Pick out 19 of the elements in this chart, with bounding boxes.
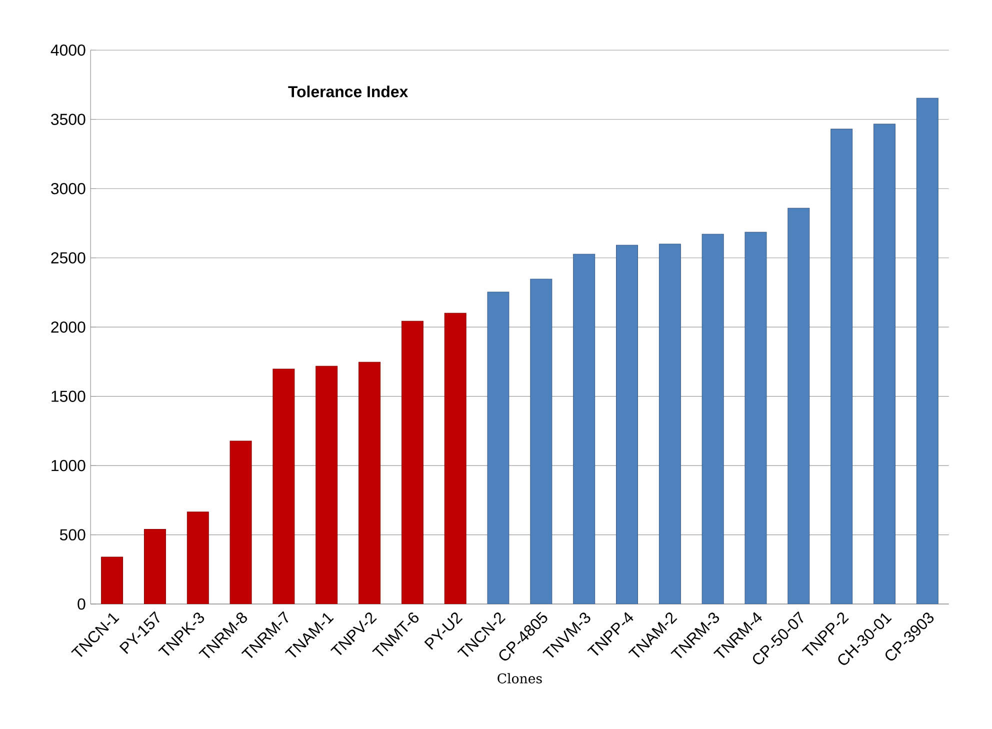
y-tick-label: 1500 [52,390,86,402]
x-axis-title: Clones [498,673,542,684]
bar [186,512,209,604]
y-tick-label: 0 [78,598,86,610]
y-tick-label: 2000 [51,321,86,333]
bar [444,312,466,604]
bar [916,98,938,604]
y-tick-label: 3500 [51,114,86,125]
bar [658,244,681,604]
y-tick-label: 3000 [51,182,86,194]
y-tick-label: 4000 [50,44,86,56]
bar [702,234,724,604]
bar [101,556,124,604]
text: Tolerance Index [288,86,408,98]
y-tick-label: 500 [60,529,86,540]
bar [401,320,424,604]
y-tick-label: 1000 [52,460,86,472]
bar [230,440,252,604]
y-tick-label: 2500 [51,252,86,264]
